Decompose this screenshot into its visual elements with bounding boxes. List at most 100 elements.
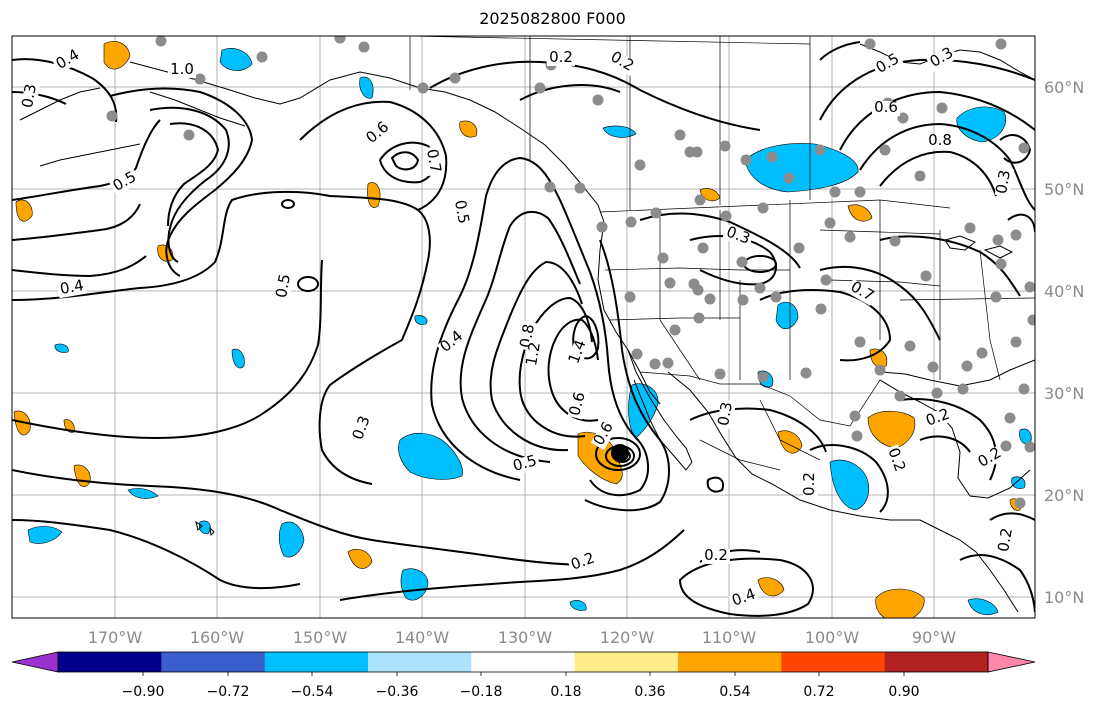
station-dot [854,186,866,198]
station-dot [691,146,703,158]
contour-label: 1.2 [522,341,544,368]
station-dot [714,368,726,380]
longitude-label: 140°W [395,628,450,647]
contour-label-bg [547,51,575,66]
contour-label-bg [926,134,954,149]
station-dot [757,202,769,214]
latitude-label: 20°N [1044,486,1084,505]
longitude-label: 170°W [88,628,143,647]
longitude-label: 160°W [190,628,245,647]
colorbar-tick-label: −0.36 [376,684,419,700]
station-dot [155,36,167,47]
contour-label-bg [974,444,1007,472]
station-dot [757,371,769,383]
contour-label-bg [567,388,590,420]
contour-label: 0.3 [18,83,40,110]
contour-label-bg [883,444,908,476]
contour-label: 0.8 [928,131,952,149]
station-dot [829,186,841,198]
contour-label: 0.6 [874,98,898,116]
cyclone-center-marker [611,444,629,462]
map-frame [11,35,1036,619]
contour-label-bg [996,524,1017,556]
colorbar-tick-label: 0.54 [719,684,750,700]
station-dot [914,170,926,182]
colorbar-frame [57,651,989,673]
station-dot [631,348,643,360]
contour-label-bg [803,470,818,498]
station-dot [694,194,706,206]
station-dot [719,140,731,152]
colorbar-tick-label: −0.54 [291,684,334,700]
contour-label: 0.2 [800,472,818,496]
colorbar-tick-label: 0.72 [803,684,834,700]
contour-label-bg [350,412,375,444]
longitude-label: 130°W [498,628,553,647]
station-dot [737,294,749,306]
station-dot [936,102,948,114]
contour-label: 0.3 [992,169,1014,196]
station-dot [664,277,676,289]
longitude-label: 120°W [600,628,655,647]
colorbar-segment [781,652,886,672]
station-dot [544,181,556,193]
contour-label-bg [722,224,754,249]
station-dot [1014,497,1026,509]
station-dot [688,278,700,290]
station-dot [592,94,604,106]
contour-label-bg [845,278,878,306]
contour-label-bg [109,168,142,196]
station-dot [995,258,1007,270]
colorbar-segment [471,652,576,672]
station-dot [596,221,608,233]
station-dot [1027,314,1035,326]
station-dot [897,112,909,124]
contour-label-bg [922,406,954,431]
colorbar-segment [884,652,989,672]
station-dot [851,430,863,442]
contour-label: 0.2 [549,48,573,66]
station-dot [720,210,732,222]
station-dot [106,110,118,122]
latitude-label: 30°N [1044,384,1084,403]
station-dot [669,324,681,336]
colorbar-segment [574,652,679,672]
latitude-tick-labels: 60°N 50°N 40°N 30°N 20°N 10°N [1044,78,1084,607]
station-dot [1018,383,1030,395]
colorbar-segment [678,652,782,672]
contour-label-bg [509,453,541,476]
contour-label-bg [872,101,900,116]
colorbar-segment [58,652,162,672]
station-dot [824,217,836,229]
station-dot [927,361,939,373]
station-dot [256,51,268,63]
station-dot [693,312,705,324]
political-boundaries [409,36,1035,471]
contour-label: 0.7 [423,148,445,175]
contour-label-bg [994,166,1015,198]
contour-label: 0.3 [714,401,736,428]
station-dot [183,129,195,141]
contour-label-bg [524,338,545,370]
contour-label: 0.5 [511,451,539,475]
station-dot [1024,281,1035,293]
contour-label: 0.5 [272,273,294,300]
contour-label-bg [52,46,85,74]
contour-label-bg [605,48,638,76]
station-dot [704,293,716,305]
station-dot [417,82,429,94]
colorbar-segment [264,652,369,672]
contour-label-bg [566,336,591,368]
station-dot [815,303,827,315]
station-dot [844,231,856,243]
colorbar-tick-label: −0.90 [122,684,165,700]
station-dot [624,291,636,303]
station-dot [1018,142,1030,154]
station-dot [783,172,795,184]
colorbar-tick-label: −0.72 [207,684,250,700]
station-dot [449,72,461,84]
station-dot [957,383,969,395]
contour-label-bg [567,550,599,575]
station-dots [106,36,1035,509]
